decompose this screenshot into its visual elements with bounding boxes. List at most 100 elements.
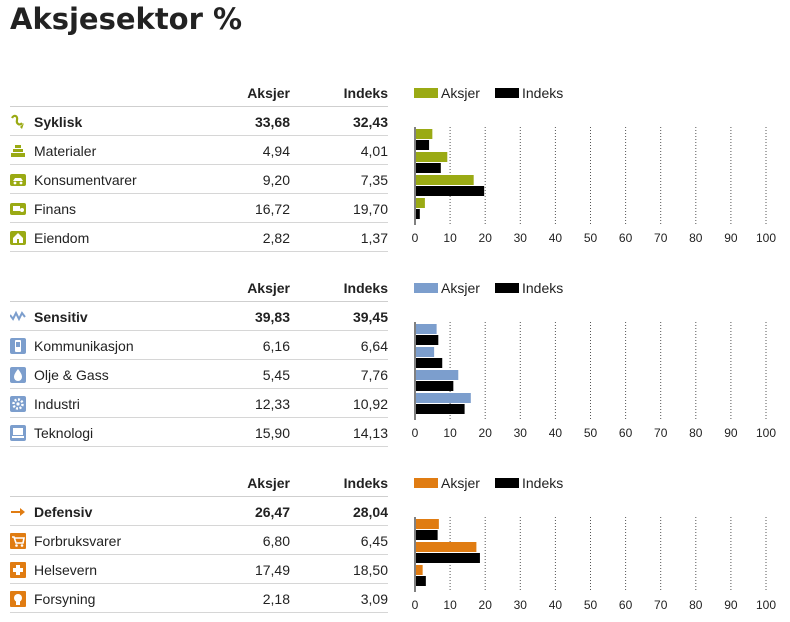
forsyning-icon	[10, 591, 26, 607]
index-value: 6,64	[360, 338, 388, 354]
column-header-indeks: Indeks	[343, 85, 388, 101]
fund-value: 6,16	[262, 338, 290, 354]
x-tick-label: 0	[412, 231, 419, 245]
sector-name: Konsumentvarer	[34, 172, 137, 188]
bar-indeks	[416, 140, 430, 150]
x-tick-label: 60	[619, 231, 633, 245]
bar-aksjer	[416, 519, 439, 529]
legend-item-indeks: Indeks	[495, 85, 563, 101]
legend-label-indeks: Indeks	[522, 85, 564, 101]
table-row: Helsevern 17,49 18,50	[10, 555, 388, 584]
sector-name: Sensitiv	[34, 309, 88, 325]
index-value: 10,92	[352, 396, 388, 412]
index-value: 4,01	[360, 143, 388, 159]
legend-item-indeks: Indeks	[495, 475, 563, 491]
index-value: 32,43	[352, 114, 388, 130]
bar-indeks	[416, 404, 465, 414]
syklisk-icon	[10, 114, 26, 130]
legend-label-indeks: Indeks	[522, 475, 564, 491]
x-tick-label: 70	[654, 426, 668, 440]
bar-indeks	[416, 530, 438, 540]
index-value: 7,76	[360, 367, 388, 383]
fund-value: 15,90	[254, 425, 290, 441]
table-row: Eiendom 2,82 1,37	[10, 223, 388, 252]
x-tick-label: 100	[756, 426, 776, 440]
x-tick-label: 100	[756, 231, 776, 245]
x-tick-label: 100	[756, 598, 776, 612]
x-tick-label: 90	[724, 426, 738, 440]
page-title: Aksjesektor %	[10, 2, 243, 36]
table-header: Aksjer Indeks	[10, 470, 388, 497]
x-tick-label: 20	[479, 426, 493, 440]
bar-aksjer	[416, 152, 448, 162]
chart-plot: 0 10 20 30 40 50 60 70 80 90 100	[412, 322, 776, 440]
fund-value: 33,68	[254, 114, 290, 130]
chart-plot: 0 10 20 30 40 50 60 70 80 90 100	[412, 517, 776, 612]
sector-name: Forsyning	[34, 591, 96, 607]
sector-table-defensiv: Aksjer Indeks Defensiv 26,47 28,04 Forbruksva…	[10, 470, 388, 613]
defensiv-icon	[10, 504, 26, 520]
table-row: Industri 12,33 10,92	[10, 389, 388, 418]
section-syklisk: Aksjer Indeks Syklisk 33,68 32,43 Materialer 4…	[0, 80, 790, 260]
legend-swatch-indeks	[495, 478, 519, 488]
super-sector-row: Syklisk 33,68 32,43	[10, 107, 388, 136]
column-header-indeks: Indeks	[343, 475, 388, 491]
legend-label-aksjer: Aksjer	[441, 280, 480, 296]
bar-chart-sensitiv: Aksjer Indeks 0 10 20 30 40 50 60 70 80 90 100	[405, 275, 790, 455]
table-row: Olje & Gass 5,45 7,76	[10, 360, 388, 389]
legend-label-aksjer: Aksjer	[441, 85, 480, 101]
x-tick-label: 70	[654, 598, 668, 612]
index-value: 39,45	[352, 309, 388, 325]
legend-swatch-aksjer	[414, 88, 438, 98]
bar-indeks	[416, 335, 439, 345]
x-tick-label: 40	[549, 598, 563, 612]
fund-value: 17,49	[254, 562, 290, 578]
bar-aksjer	[416, 324, 437, 334]
fund-value: 6,80	[262, 533, 290, 549]
sector-name: Teknologi	[34, 425, 94, 441]
legend-item-aksjer: Aksjer	[414, 280, 480, 296]
bar-aksjer	[416, 347, 435, 357]
chart-plot: 0 10 20 30 40 50 60 70 80 90 100	[412, 127, 776, 245]
sector-name: Eiendom	[34, 230, 90, 246]
bar-aksjer	[416, 393, 471, 403]
index-value: 7,35	[360, 172, 388, 188]
index-value: 14,13	[352, 425, 388, 441]
index-value: 28,04	[352, 504, 388, 520]
bar-chart-defensiv: Aksjer Indeks 0 10 20 30 40 50 60 70 80 90 100	[405, 470, 790, 622]
x-tick-label: 80	[689, 426, 703, 440]
table-row: Materialer 4,94 4,01	[10, 136, 388, 165]
legend-label-aksjer: Aksjer	[441, 475, 480, 491]
konsumentvarer-icon	[10, 172, 26, 188]
section-sensitiv: Aksjer Indeks Sensitiv 39,83 39,45 Kommunikas…	[0, 275, 790, 455]
fund-value: 2,82	[262, 230, 290, 246]
fund-value: 5,45	[262, 367, 290, 383]
x-tick-label: 50	[584, 598, 598, 612]
index-value: 6,45	[360, 533, 388, 549]
legend-swatch-indeks	[495, 283, 519, 293]
legend-swatch-indeks	[495, 88, 519, 98]
column-header-aksjer: Aksjer	[247, 280, 290, 296]
table-header: Aksjer Indeks	[10, 275, 388, 302]
column-header-aksjer: Aksjer	[247, 85, 290, 101]
table-row: Forsyning 2,18 3,09	[10, 584, 388, 613]
x-tick-label: 0	[412, 598, 419, 612]
x-tick-label: 10	[443, 598, 457, 612]
x-tick-label: 50	[584, 231, 598, 245]
bar-indeks	[416, 576, 426, 586]
x-tick-label: 20	[479, 598, 493, 612]
sector-name: Helsevern	[34, 562, 98, 578]
bar-aksjer	[416, 565, 423, 575]
fund-value: 16,72	[254, 201, 290, 217]
x-tick-label: 50	[584, 426, 598, 440]
x-tick-label: 40	[549, 231, 563, 245]
index-value: 1,37	[360, 230, 388, 246]
eiendom-icon	[10, 230, 26, 246]
x-tick-label: 60	[619, 598, 633, 612]
sector-name: Finans	[34, 201, 77, 217]
x-tick-label: 70	[654, 231, 668, 245]
sector-table-syklisk: Aksjer Indeks Syklisk 33,68 32,43 Materialer 4…	[10, 80, 388, 252]
bar-indeks	[416, 381, 454, 391]
x-tick-label: 90	[724, 231, 738, 245]
